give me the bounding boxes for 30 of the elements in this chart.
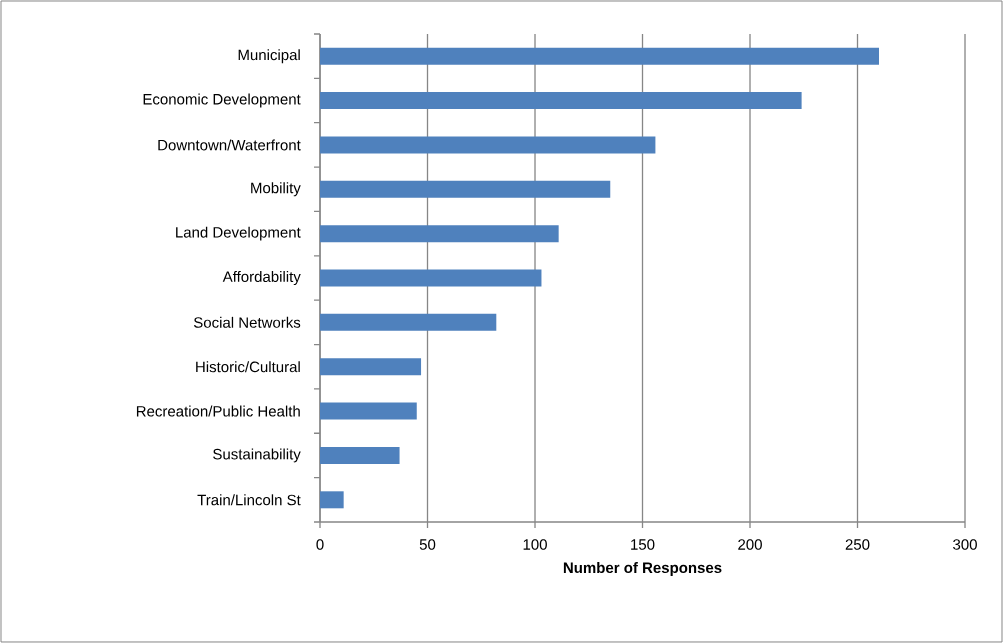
x-tick-label: 300 — [953, 539, 977, 550]
y-tick-label: Historic/Cultural — [196, 361, 300, 373]
x-tick-label: 0 — [316, 539, 324, 550]
x-axis-title: Number of Responses — [563, 562, 722, 576]
bar — [320, 180, 611, 198]
x-tick-label: 150 — [631, 539, 655, 550]
y-tick-label: Social Networks — [193, 316, 301, 328]
y-tick-label: Land Development — [176, 226, 301, 241]
y-tick-label: Train/Lincoln St — [197, 494, 301, 506]
y-tick-label: Affordability — [222, 270, 301, 285]
bar — [320, 491, 344, 509]
bar — [320, 269, 542, 287]
x-tick-label: 100 — [523, 539, 547, 550]
bar — [320, 446, 400, 464]
bar — [320, 92, 802, 110]
x-tick-label: 200 — [738, 539, 762, 550]
bar — [320, 313, 497, 331]
x-tick-label: 250 — [845, 539, 870, 550]
y-tick-label: Sustainability — [213, 448, 301, 463]
y-tick-label: Mobility — [251, 182, 301, 197]
y-tick-label: Recreation/Public Health — [136, 405, 300, 417]
y-tick-label: Economic Development — [143, 93, 301, 108]
bar — [320, 358, 422, 376]
bar — [320, 402, 417, 420]
y-tick-label: Downtown/Waterfront — [158, 139, 301, 151]
bar — [320, 225, 559, 243]
x-tick-label: 50 — [419, 539, 436, 550]
bar — [320, 47, 880, 65]
bar — [320, 136, 656, 154]
y-tick-label: Municipal — [238, 49, 300, 64]
